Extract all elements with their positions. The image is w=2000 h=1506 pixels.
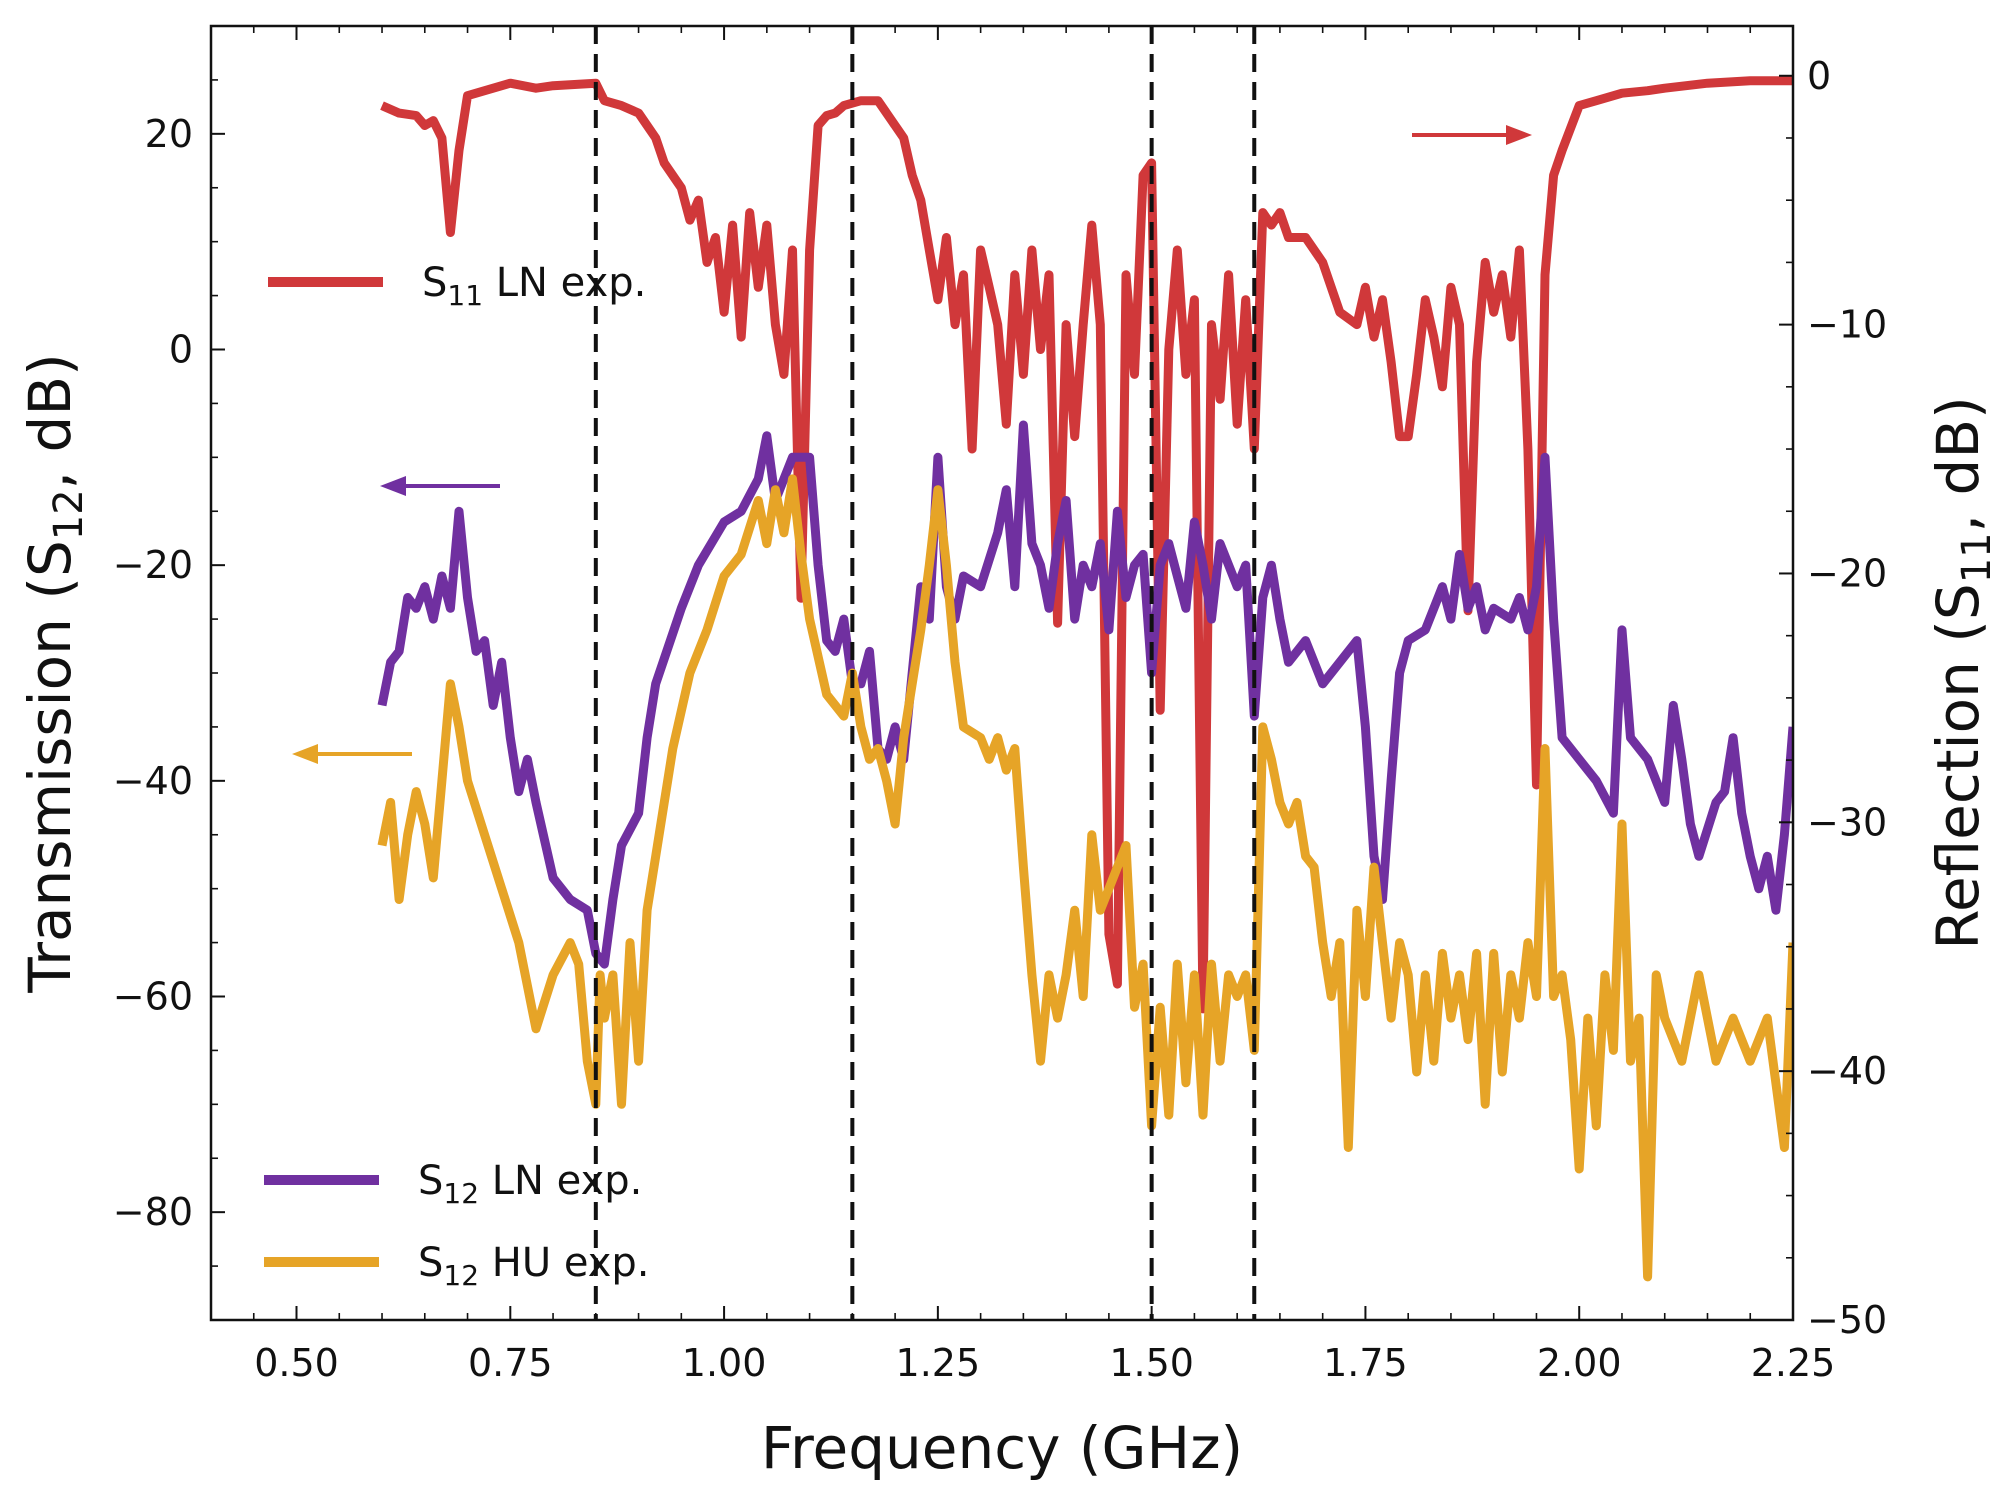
left-y-tick-label: −80	[113, 1190, 193, 1234]
left-y-title-suffix: , dB)	[16, 353, 84, 489]
x-tick-label: 1.75	[1323, 1341, 1408, 1385]
legend-s12-ln-label: S12 LN exp.	[418, 1158, 642, 1210]
left-y-tick-label: −20	[113, 543, 193, 587]
legend-s12-hu-suffix: HU exp.	[479, 1240, 649, 1286]
x-tick-label: 1.50	[1109, 1341, 1194, 1385]
x-axis-title: Frequency (GHz)	[761, 1414, 1243, 1482]
right-y-axis-title: Reflection (S11, dB)	[1924, 396, 2000, 949]
left-y-tick-label: 20	[145, 112, 193, 156]
left-y-tick-label: 0	[169, 328, 193, 372]
left-y-tick-label: −40	[113, 759, 193, 803]
legend-s12-ln-suffix: LN exp.	[479, 1158, 642, 1204]
right-y-tick-label: −20	[1807, 551, 1887, 595]
left-y-axis-title: Transmission (S12, dB)	[16, 353, 92, 994]
legend-s12-hu: S12 HU exp.	[264, 1240, 650, 1292]
left-y-title-subscript: 12	[46, 489, 92, 540]
x-axis-ticks: 0.50 0.75 1.00 1.25 1.50 1.75 2.00 2.25	[252, 26, 1836, 1385]
s11-ln-series-line	[380, 76, 1793, 1014]
legend-s12-ln-subscript: 12	[443, 1177, 479, 1210]
x-tick-label: 2.25	[1751, 1341, 1836, 1385]
legend-s12-ln: S12 LN exp.	[264, 1158, 642, 1210]
right-y-tick-label: −30	[1807, 800, 1887, 844]
s12-ln-axis-arrow-icon	[380, 476, 500, 496]
legend-s11: S11 LN exp.	[268, 260, 646, 312]
right-y-tick-label: −50	[1807, 1298, 1887, 1342]
legend-s11-suffix: LN exp.	[483, 260, 646, 306]
left-y-tick-label: −60	[113, 975, 193, 1019]
right-y-tick-label: −40	[1807, 1049, 1887, 1093]
left-y-title-main: Transmission (S	[16, 540, 84, 994]
x-tick-label: 1.00	[682, 1341, 767, 1385]
legend-s11-subscript: 11	[447, 279, 483, 312]
legend-s11-main: S	[422, 260, 447, 306]
right-y-axis-ticks: 0 −10 −20 −30 −40 −50	[1779, 54, 1887, 1342]
right-y-title-suffix: , dB)	[1924, 396, 1992, 532]
left-y-axis-ticks: 20 0 −20 −40 −60 −80	[113, 25, 225, 1321]
legend-s12-hu-label: S12 HU exp.	[418, 1240, 650, 1292]
x-tick-label: 1.25	[896, 1341, 981, 1385]
legend-s12-hu-subscript: 12	[443, 1259, 479, 1292]
x-tick-label: 0.75	[468, 1341, 553, 1385]
s12-hu-axis-arrow-icon	[292, 744, 412, 764]
right-y-title-main: Reflection (S	[1924, 583, 1992, 949]
s12-ln-series-line	[377, 420, 1793, 969]
legend-s12-ln-main: S	[418, 1158, 443, 1204]
s11-axis-arrow-icon	[1412, 125, 1532, 145]
series-layer	[377, 76, 1793, 1282]
right-y-tick-label: 0	[1807, 54, 1831, 98]
x-tick-label: 0.50	[254, 1341, 339, 1385]
x-tick-label: 2.00	[1537, 1341, 1622, 1385]
s12-hu-series-line	[377, 474, 1793, 1282]
right-y-title-subscript: 11	[1954, 532, 2000, 583]
legend-s12-hu-main: S	[418, 1240, 443, 1286]
legend-s11-label: S11 LN exp.	[422, 260, 646, 312]
right-y-tick-label: −10	[1807, 303, 1887, 347]
reference-lines	[593, 26, 1257, 1320]
